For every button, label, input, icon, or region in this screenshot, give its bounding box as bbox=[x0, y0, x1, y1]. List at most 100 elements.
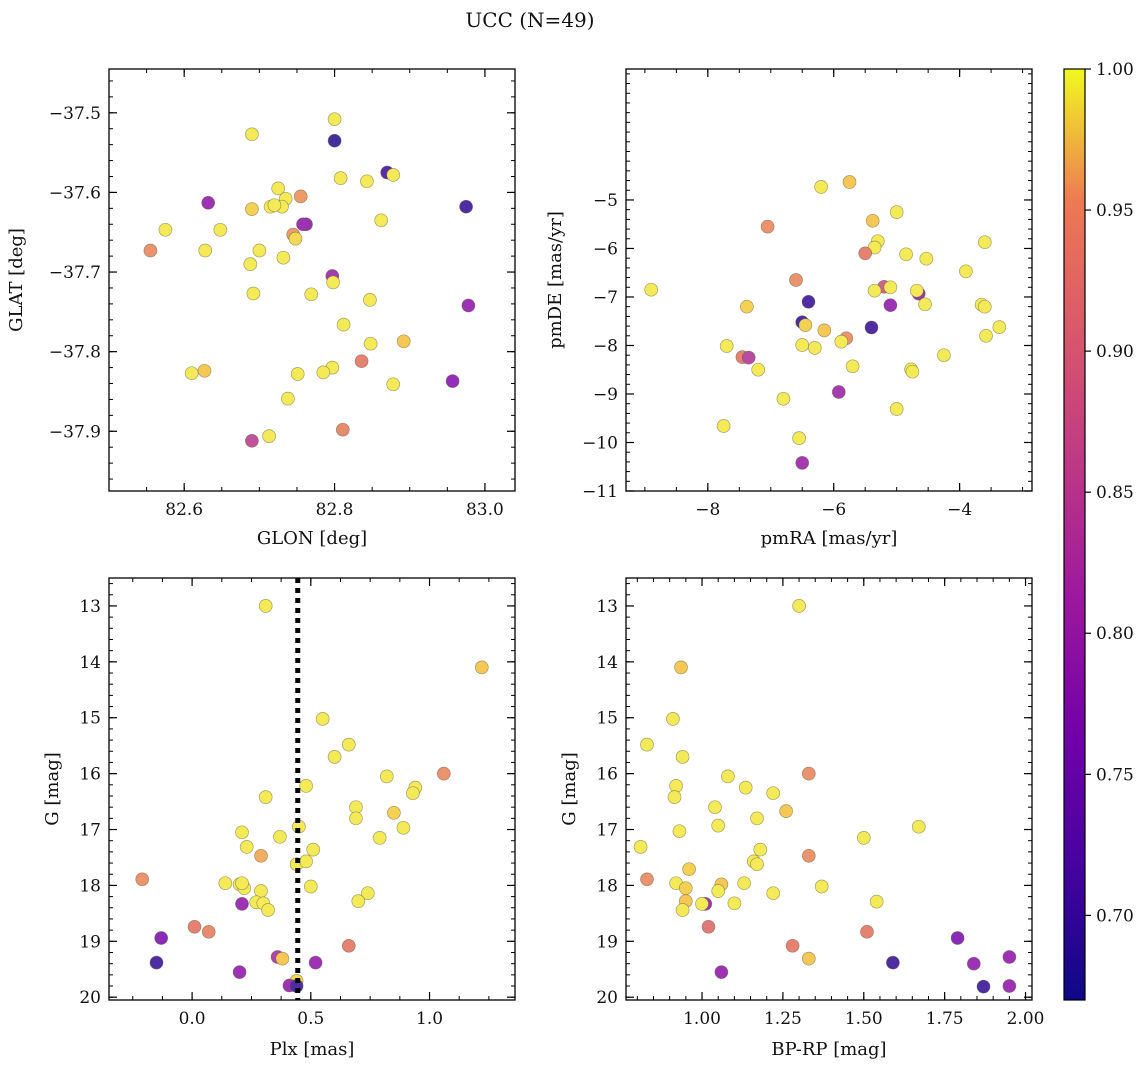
data-point bbox=[708, 800, 722, 815]
data-point bbox=[275, 951, 290, 966]
data-point bbox=[950, 931, 965, 945]
data-point bbox=[149, 955, 164, 970]
y-tick-label: 20 bbox=[79, 988, 101, 1008]
panel-pmra-pmde: −8 −6 −4 −5 −6 −7 −8 −9 −10 −11 pmRA [mas/yr] pmDE … bbox=[545, 68, 1033, 549]
y-tick-label: −10 bbox=[582, 433, 618, 453]
data-point bbox=[801, 848, 816, 863]
colorbar-tick-label: 0.70 bbox=[1096, 906, 1134, 926]
data-point bbox=[860, 924, 874, 939]
data-point bbox=[154, 931, 169, 945]
data-point bbox=[776, 391, 791, 406]
panel-glon-glat: 82.6 82.8 83.0 −37.5 −37.6 −37.7 −37.8 −37.9 GLO… bbox=[6, 68, 516, 549]
x-tick-label: −6 bbox=[821, 500, 846, 520]
panels: 82.6 82.8 83.0 −37.5 −37.6 −37.7 −37.8 −37.9 GLO… bbox=[6, 68, 1045, 1060]
data-point bbox=[865, 213, 880, 228]
y-axis-label: G [mag] bbox=[42, 752, 63, 825]
data-point bbox=[474, 660, 489, 675]
data-point bbox=[801, 766, 816, 781]
data-point bbox=[201, 924, 216, 939]
panel-bprp-g: 1.00 1.25 1.50 1.75 2.00 13 14 15 16 17 18 19 20 BP-R… bbox=[559, 577, 1045, 1060]
y-tick-label: 15 bbox=[79, 709, 101, 729]
data-point bbox=[396, 820, 411, 835]
x-tick-label: 2.00 bbox=[1007, 1009, 1045, 1029]
y-tick-label: −11 bbox=[582, 482, 618, 502]
data-point bbox=[675, 750, 690, 764]
data-point bbox=[341, 737, 356, 752]
y-tick-label: 18 bbox=[596, 876, 618, 896]
y-tick-label: 18 bbox=[79, 876, 101, 896]
data-point bbox=[213, 222, 228, 237]
ticks-pmra-pmde: −8 −6 −4 −5 −6 −7 −8 −9 −10 −11 bbox=[582, 69, 1032, 520]
colorbar-tick-label: 0.75 bbox=[1096, 765, 1134, 785]
data-point bbox=[766, 786, 781, 801]
data-point bbox=[349, 811, 363, 826]
data-point bbox=[714, 965, 729, 979]
y-axis-label: GLAT [deg] bbox=[6, 228, 27, 332]
data-point bbox=[262, 429, 276, 443]
data-point bbox=[232, 965, 247, 979]
y-tick-label: 13 bbox=[79, 597, 101, 617]
data-point bbox=[672, 824, 687, 839]
data-point bbox=[315, 712, 330, 726]
data-point bbox=[239, 840, 254, 854]
data-point bbox=[459, 199, 473, 214]
y-tick-label: −37.7 bbox=[49, 263, 101, 283]
y-tick-label: −37.5 bbox=[49, 104, 101, 124]
data-point bbox=[883, 280, 898, 295]
data-point bbox=[716, 419, 731, 433]
data-point bbox=[909, 283, 924, 298]
y-tick-label: 16 bbox=[596, 765, 618, 785]
y-tick-label: −9 bbox=[593, 385, 618, 405]
points-glon-glat bbox=[143, 112, 476, 448]
y-tick-label: −5 bbox=[593, 191, 618, 211]
x-tick-label: 0.0 bbox=[179, 1009, 206, 1029]
data-point bbox=[406, 786, 420, 801]
data-point bbox=[918, 297, 932, 312]
data-point bbox=[750, 857, 764, 872]
points-bprp-g bbox=[633, 599, 1017, 994]
x-tick-label: 1.00 bbox=[683, 1009, 721, 1029]
data-point bbox=[218, 876, 233, 891]
y-tick-label: 13 bbox=[596, 597, 618, 617]
data-point bbox=[436, 766, 451, 781]
data-point bbox=[750, 811, 764, 826]
data-point bbox=[363, 336, 378, 351]
data-point bbox=[795, 456, 810, 470]
y-tick-label: 15 bbox=[596, 709, 618, 729]
ticks-glon-glat: 82.6 82.8 83.0 −37.5 −37.6 −37.7 −37.8 −37.9 bbox=[49, 69, 515, 520]
data-point bbox=[254, 848, 268, 863]
data-point bbox=[738, 780, 753, 795]
data-point bbox=[831, 385, 846, 399]
x-tick-label: −8 bbox=[695, 500, 720, 520]
colorbar-gradient bbox=[1063, 68, 1086, 1001]
data-point bbox=[817, 323, 832, 338]
data-point bbox=[288, 231, 303, 246]
data-point bbox=[326, 275, 340, 290]
data-point bbox=[445, 374, 460, 388]
data-point bbox=[379, 769, 394, 784]
data-point bbox=[201, 195, 216, 210]
data-point bbox=[304, 287, 319, 302]
data-point bbox=[290, 367, 305, 381]
data-point bbox=[695, 897, 709, 911]
data-point bbox=[245, 433, 259, 448]
data-point bbox=[834, 334, 849, 349]
x-tick-label: 1.50 bbox=[845, 1009, 883, 1029]
data-point bbox=[341, 938, 356, 953]
data-point bbox=[386, 377, 401, 392]
data-point bbox=[979, 328, 993, 343]
data-point bbox=[633, 840, 648, 854]
data-point bbox=[721, 769, 735, 784]
points-pmra-pmde bbox=[644, 175, 1007, 470]
data-point bbox=[789, 273, 803, 287]
y-tick-label: −6 bbox=[593, 239, 618, 259]
data-point bbox=[740, 299, 754, 314]
data-point bbox=[243, 257, 258, 271]
y-tick-label: 17 bbox=[79, 821, 101, 841]
data-point bbox=[245, 202, 259, 216]
data-point bbox=[327, 133, 342, 148]
data-point bbox=[869, 894, 884, 909]
data-point bbox=[899, 247, 913, 262]
data-point bbox=[372, 831, 387, 845]
